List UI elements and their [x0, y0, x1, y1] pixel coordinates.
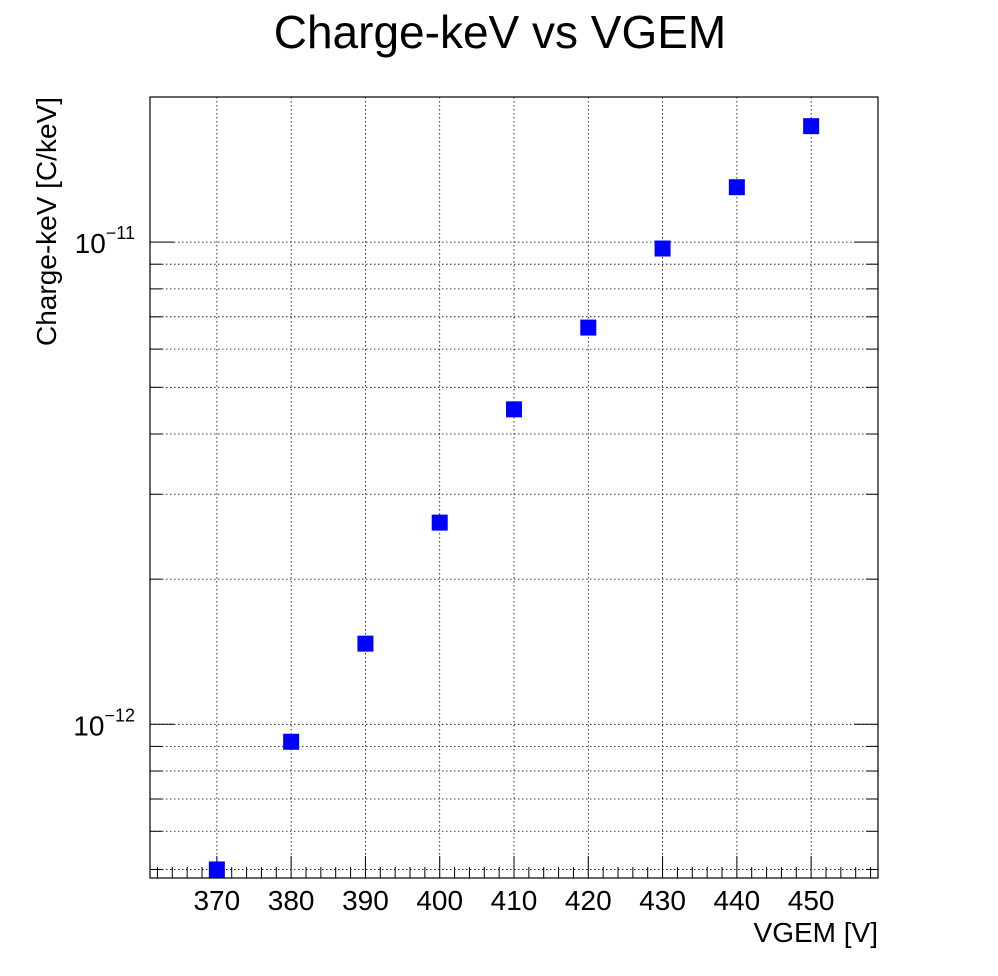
x-tick-label: 390 [342, 885, 389, 916]
data-point [803, 118, 820, 135]
x-tick-label: 370 [193, 885, 240, 916]
data-points [208, 118, 820, 878]
chart-title: Charge-keV vs VGEM [274, 6, 726, 58]
x-tick-label: 410 [491, 885, 538, 916]
x-tick-label: 440 [713, 885, 760, 916]
x-tick-label: 380 [268, 885, 315, 916]
x-axis-label: VGEM [V] [754, 917, 878, 948]
x-tick-label: 420 [565, 885, 612, 916]
data-point [208, 861, 225, 878]
data-point [357, 635, 374, 652]
x-tick-label: 450 [788, 885, 835, 916]
y-tick-label: 10−11 [75, 223, 135, 259]
data-point [283, 733, 300, 750]
x-tick-label: 400 [416, 885, 463, 916]
axis-ticks [150, 241, 878, 878]
tick-labels: 370 380 390 400 410 420 430 440 450 10−12 10−11 [73, 223, 834, 916]
data-point [431, 514, 448, 531]
x-tick-label: 430 [639, 885, 686, 916]
y-tick-label: 10−12 [73, 705, 135, 741]
data-point [506, 401, 522, 418]
y-axis-label: Charge-keV [C/keV] [31, 97, 62, 346]
grid [150, 97, 878, 878]
data-point [580, 319, 597, 336]
data-point [728, 179, 745, 196]
data-point [654, 240, 671, 257]
